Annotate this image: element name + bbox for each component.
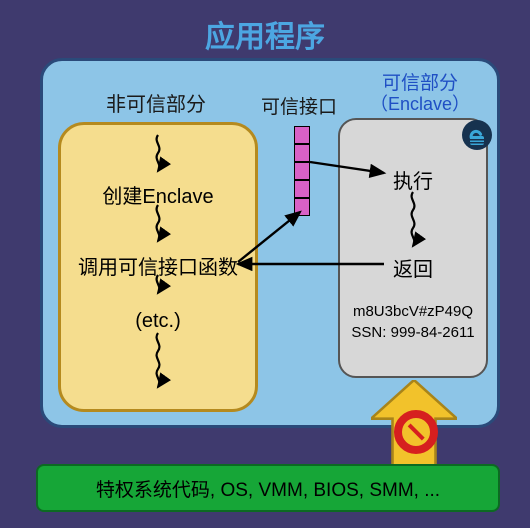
privileged-code-box: 特权系统代码, OS, VMM, BIOS, SMM, ... — [36, 464, 500, 512]
unlock-icon — [462, 120, 492, 150]
trusted-interface-block — [294, 126, 310, 216]
prohibited-icon — [394, 410, 438, 454]
step-etc: (etc.) — [58, 310, 258, 333]
trusted-interface-label: 可信接口 — [254, 92, 344, 119]
step-return: 返回 — [338, 253, 488, 282]
secret-data-line2: SSN: 999-84-2611 — [338, 324, 488, 341]
secret-data-line1: m8U3bcV#zP49Q — [338, 303, 488, 320]
step-execute: 执行 — [338, 165, 488, 194]
trusted-label-line2: （Enclave） — [350, 90, 490, 116]
diagram-canvas: 应用程序 非可信部分 可信接口 可信部分 （Enclave） 创建Enclave… — [0, 0, 530, 528]
diagram-title: 应用程序 — [0, 12, 530, 56]
untrusted-label: 非可信部分 — [76, 88, 236, 117]
step-create-enclave: 创建Enclave — [58, 180, 258, 209]
step-call-interface: 调用可信接口函数 — [58, 251, 258, 280]
privileged-code-text: 特权系统代码, OS, VMM, BIOS, SMM, ... — [96, 475, 440, 502]
